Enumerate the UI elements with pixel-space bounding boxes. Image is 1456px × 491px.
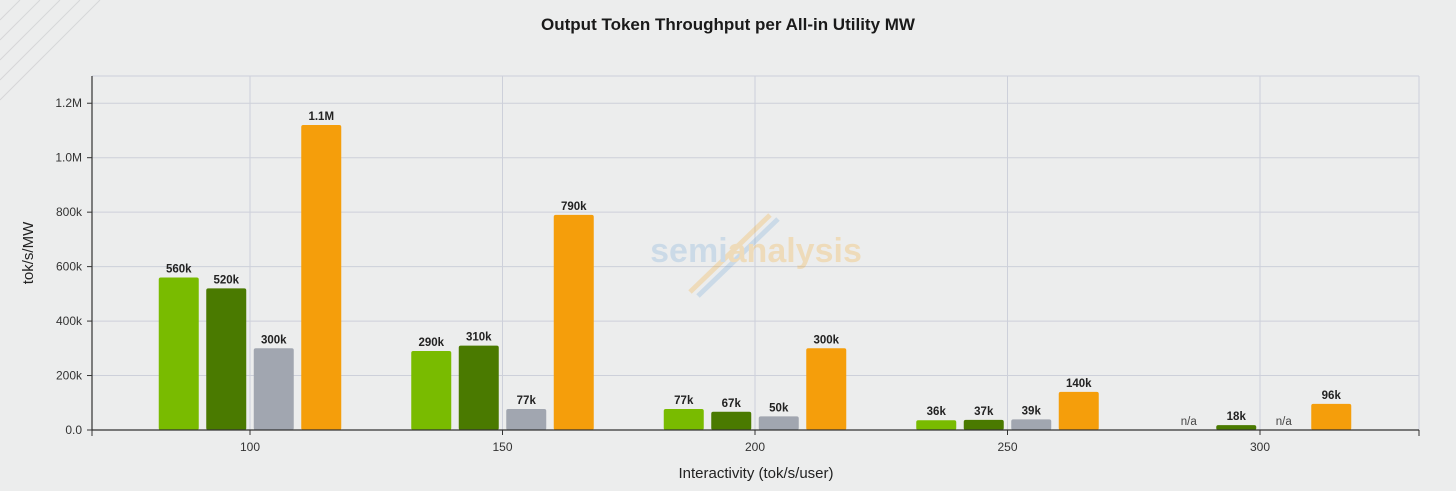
- bar-value-label: 790k: [561, 201, 587, 213]
- bar: [1011, 419, 1052, 430]
- y-tick-label: 0.0: [65, 423, 82, 437]
- y-axis-title: tok/s/MW: [20, 221, 37, 284]
- y-tick-label: 600k: [56, 260, 83, 274]
- bar-value-label: 96k: [1322, 390, 1342, 402]
- bar-value-label: 560k: [166, 264, 192, 276]
- bar: [663, 409, 704, 430]
- bar: [411, 351, 452, 430]
- x-axis-title: Interactivity (tok/s/user): [678, 465, 833, 482]
- y-tick-label: 1.2M: [55, 96, 82, 110]
- y-tick-label: 400k: [56, 314, 83, 328]
- x-tick-label: 100: [240, 440, 260, 454]
- bar-value-label: 290k: [418, 337, 444, 349]
- bar: [1311, 403, 1352, 430]
- bar-value-label: 77k: [517, 395, 537, 407]
- bar-value-label: 18k: [1227, 411, 1247, 423]
- bar-value-label: 520k: [213, 274, 239, 286]
- bar-value-label: 50k: [769, 402, 789, 414]
- bar: [253, 348, 294, 430]
- bar-value-label: 310k: [466, 332, 492, 344]
- bar: [553, 214, 594, 430]
- x-tick-label: 200: [745, 440, 765, 454]
- y-tick-label: 1.0M: [55, 151, 82, 165]
- x-tick-label: 150: [492, 440, 512, 454]
- bar-value-label: 39k: [1022, 405, 1042, 417]
- bar: [206, 288, 247, 430]
- bar: [158, 277, 199, 430]
- svg-text:semianalysis: semianalysis: [650, 232, 862, 270]
- bar-value-label: 37k: [974, 406, 994, 418]
- bar-value-label: 77k: [674, 395, 694, 407]
- bar-value-label: 36k: [927, 406, 947, 418]
- bar: [916, 420, 957, 430]
- bars-group: 560k 520k 300k 1.1M 290k 310k 77k 790k 77k 67k 50k…: [158, 111, 1352, 430]
- y-tick-label: 200k: [56, 369, 83, 383]
- y-tick-label: 800k: [56, 205, 83, 219]
- bar: [1216, 425, 1257, 430]
- watermark-part2: analysis: [728, 232, 862, 270]
- bar: [301, 125, 342, 430]
- bar: [963, 419, 1004, 430]
- bar: [806, 348, 847, 430]
- corner-decoration: [0, 0, 101, 101]
- bar-value-label: 1.1M: [308, 111, 334, 123]
- x-tick-label: 300: [1250, 440, 1270, 454]
- watermark-logo: semianalysis: [650, 213, 862, 298]
- chart-title: Output Token Throughput per All-in Utili…: [541, 15, 916, 34]
- bar: [506, 409, 547, 430]
- bar-value-label: 140k: [1066, 378, 1092, 390]
- bar: [1058, 391, 1099, 430]
- bar-value-label: 300k: [261, 334, 287, 346]
- watermark-part1: semi: [650, 232, 728, 270]
- x-tick-label: 250: [997, 440, 1017, 454]
- bar-value-label: 300k: [813, 334, 839, 346]
- bar-na-label: n/a: [1276, 416, 1293, 428]
- bar: [458, 345, 499, 430]
- bar: [711, 411, 752, 430]
- axes: 0.0 200k 400k 600k 800k 1.0M 1.2M 100 150 200 250 3…: [55, 76, 1420, 454]
- bar-na-label: n/a: [1181, 416, 1198, 428]
- bar-value-label: 67k: [722, 398, 742, 410]
- bar: [758, 416, 799, 430]
